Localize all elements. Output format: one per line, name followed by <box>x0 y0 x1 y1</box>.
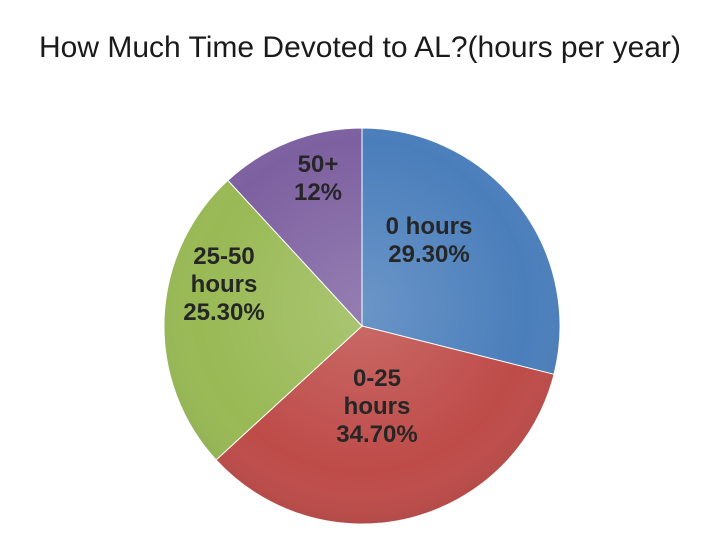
slice-label-25-50-hours: 25-50 hours 25.30% <box>183 243 264 326</box>
slice-label-50-: 50+ 12% <box>294 151 342 206</box>
slice-label-0-hours: 0 hours 29.30% <box>386 213 473 268</box>
chart-title: How Much Time Devoted to AL?(hours per y… <box>39 31 681 64</box>
slice-label-0-25-hours: 0-25 hours 34.70% <box>336 365 417 448</box>
